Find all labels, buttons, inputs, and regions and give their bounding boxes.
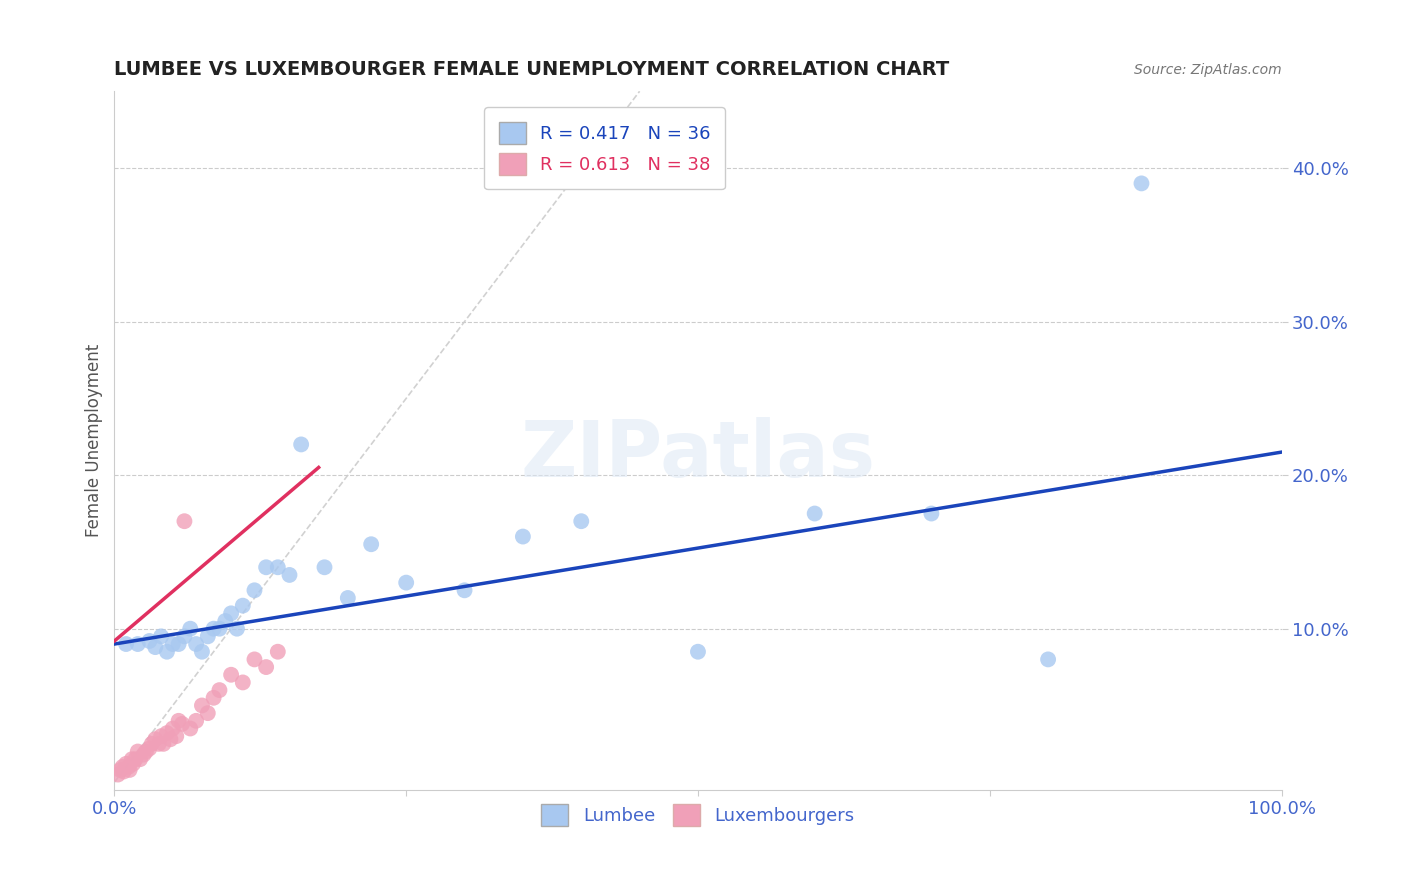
- Point: [267, 645, 290, 659]
- Point: [226, 622, 249, 636]
- Point: [172, 717, 194, 731]
- Point: [920, 507, 942, 521]
- Point: [254, 660, 277, 674]
- Point: [395, 575, 418, 590]
- Point: [162, 722, 184, 736]
- Point: [243, 652, 266, 666]
- Point: [173, 629, 195, 643]
- Point: [124, 752, 146, 766]
- Point: [115, 637, 138, 651]
- Point: [267, 560, 290, 574]
- Point: [1036, 652, 1059, 666]
- Point: [232, 675, 254, 690]
- Y-axis label: Female Unemployment: Female Unemployment: [86, 344, 103, 537]
- Text: ZIPatlas: ZIPatlas: [520, 417, 876, 492]
- Point: [129, 752, 152, 766]
- Point: [127, 637, 149, 651]
- Point: [138, 634, 160, 648]
- Point: [150, 729, 173, 743]
- Point: [336, 591, 359, 605]
- Point: [254, 560, 277, 574]
- Point: [110, 763, 132, 777]
- Point: [167, 714, 190, 728]
- Point: [232, 599, 254, 613]
- Point: [156, 645, 179, 659]
- Point: [453, 583, 475, 598]
- Point: [115, 756, 138, 771]
- Point: [143, 732, 166, 747]
- Point: [803, 507, 825, 521]
- Point: [184, 714, 207, 728]
- Text: LUMBEE VS LUXEMBOURGER FEMALE UNEMPLOYMENT CORRELATION CHART: LUMBEE VS LUXEMBOURGER FEMALE UNEMPLOYME…: [114, 60, 949, 78]
- Point: [148, 737, 170, 751]
- Point: [278, 568, 301, 582]
- Point: [121, 752, 143, 766]
- Point: [569, 514, 592, 528]
- Point: [512, 530, 534, 544]
- Point: [156, 726, 179, 740]
- Text: Source: ZipAtlas.com: Source: ZipAtlas.com: [1133, 63, 1281, 78]
- Point: [197, 706, 219, 720]
- Point: [191, 698, 214, 713]
- Point: [314, 560, 336, 574]
- Point: [197, 629, 219, 643]
- Point: [686, 645, 709, 659]
- Point: [214, 614, 236, 628]
- Point: [122, 756, 145, 771]
- Point: [290, 437, 312, 451]
- Point: [111, 760, 134, 774]
- Point: [135, 745, 157, 759]
- Point: [117, 760, 139, 774]
- Point: [159, 732, 181, 747]
- Point: [1130, 177, 1153, 191]
- Point: [162, 637, 184, 651]
- Point: [173, 514, 195, 528]
- Point: [219, 607, 242, 621]
- Point: [179, 622, 201, 636]
- Point: [132, 747, 155, 762]
- Point: [167, 637, 190, 651]
- Point: [165, 729, 187, 743]
- Point: [202, 622, 225, 636]
- Point: [202, 690, 225, 705]
- Point: [219, 667, 242, 681]
- Point: [208, 683, 231, 698]
- Point: [243, 583, 266, 598]
- Point: [112, 764, 135, 779]
- Point: [143, 640, 166, 654]
- Point: [208, 622, 231, 636]
- Point: [107, 767, 129, 781]
- Point: [127, 745, 149, 759]
- Point: [184, 637, 207, 651]
- Point: [138, 741, 160, 756]
- Point: [360, 537, 382, 551]
- Point: [152, 737, 174, 751]
- Point: [141, 737, 163, 751]
- Point: [191, 645, 214, 659]
- Point: [150, 629, 173, 643]
- Point: [179, 722, 201, 736]
- Point: [118, 763, 141, 777]
- Legend: Lumbee, Luxembourgers: Lumbee, Luxembourgers: [534, 797, 862, 833]
